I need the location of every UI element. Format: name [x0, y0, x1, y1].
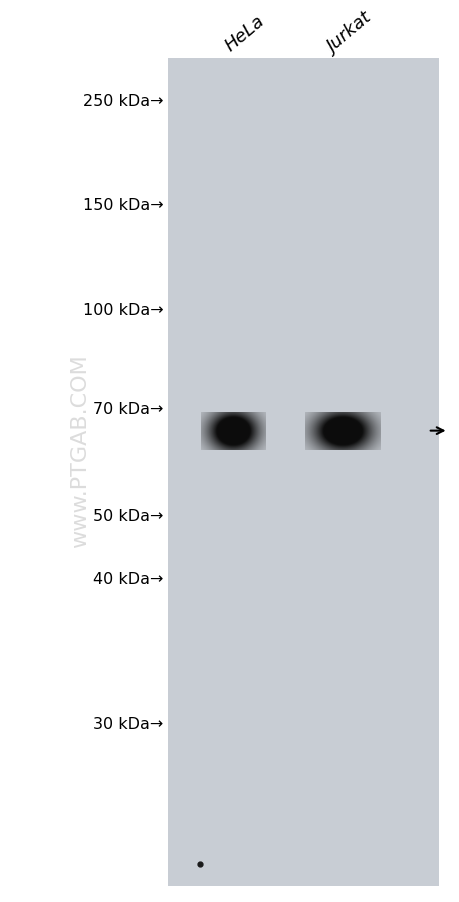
Text: 40 kDa→: 40 kDa→ — [93, 572, 163, 586]
Text: www.PTGAB.COM: www.PTGAB.COM — [70, 354, 90, 548]
Text: 150 kDa→: 150 kDa→ — [83, 198, 163, 213]
Text: 100 kDa→: 100 kDa→ — [83, 303, 163, 318]
Text: 70 kDa→: 70 kDa→ — [93, 402, 163, 417]
Text: Jurkat: Jurkat — [324, 10, 376, 58]
Text: HeLa: HeLa — [221, 12, 268, 55]
Text: 30 kDa→: 30 kDa→ — [93, 716, 163, 731]
Text: 250 kDa→: 250 kDa→ — [83, 94, 163, 108]
FancyBboxPatch shape — [168, 59, 438, 886]
Text: 50 kDa→: 50 kDa→ — [93, 509, 163, 523]
